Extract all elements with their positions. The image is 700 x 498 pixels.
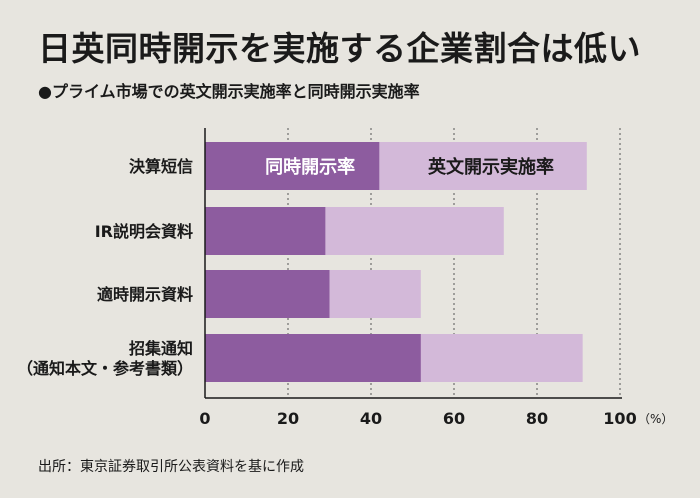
chart-title: 日英同時開示を実施する企業割合は低い <box>38 29 641 68</box>
x-tick-label-60: 60 <box>443 409 465 428</box>
x-tick-label-20: 20 <box>277 409 299 428</box>
bullet-icon: ● <box>38 82 52 101</box>
x-unit-label: （%） <box>638 412 673 426</box>
category-label-3-0: 招集通知 <box>129 339 193 358</box>
series-label-english: 英文開示実施率 <box>427 156 554 178</box>
series-label-simultaneous: 同時開示率 <box>265 156 355 178</box>
bar-simultaneous-0 <box>205 142 380 190</box>
category-label-0-0: 決算短信 <box>129 157 193 176</box>
x-tick-label-0: 0 <box>199 409 210 428</box>
x-tick-label-100: 100 <box>603 409 636 428</box>
x-tick-label-80: 80 <box>526 409 548 428</box>
category-label-2-0: 適時開示資料 <box>97 285 193 304</box>
category-label-3-1: （通知本文・参考書類） <box>17 359 193 378</box>
chart-subtitle: ●プライム市場での英文開示実施率と同時開示実施率 <box>38 78 420 102</box>
bar-simultaneous-2 <box>205 270 330 318</box>
bar-simultaneous-3 <box>205 334 421 382</box>
x-tick-label-40: 40 <box>360 409 382 428</box>
category-label-1-0: IR説明会資料 <box>95 222 193 241</box>
chart-subtitle-text: プライム市場での英文開示実施率と同時開示実施率 <box>52 82 420 101</box>
source-note: 出所：東京証券取引所公表資料を基に作成 <box>38 459 304 475</box>
bar-simultaneous-1 <box>205 207 326 255</box>
